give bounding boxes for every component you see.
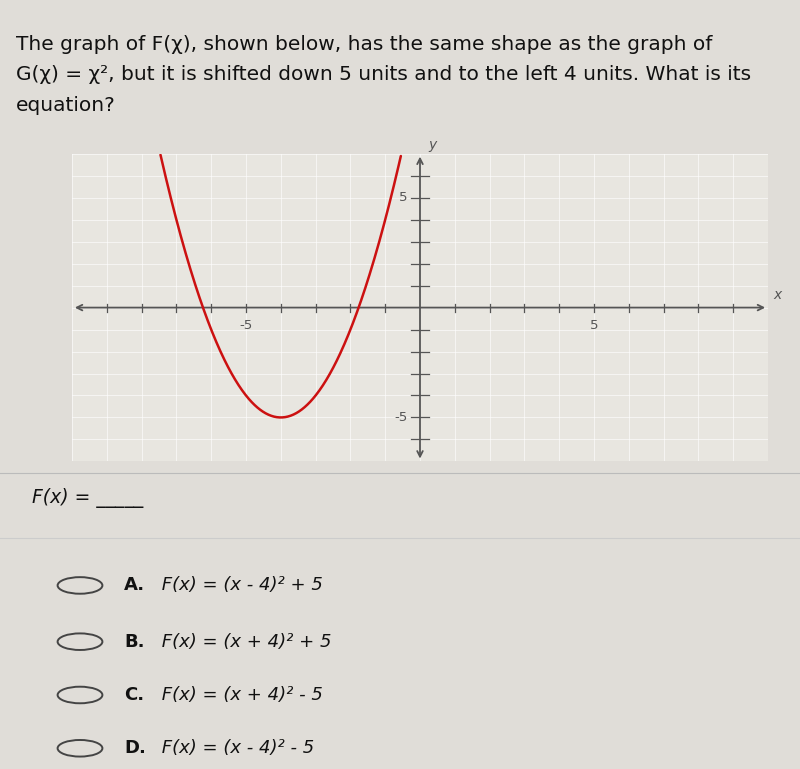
Text: G(χ) = χ², but it is shifted down 5 units and to the left 4 units. What is its: G(χ) = χ², but it is shifted down 5 unit…: [16, 65, 751, 85]
Text: F(x) = (x - 4)² - 5: F(x) = (x - 4)² - 5: [156, 739, 314, 757]
Text: -5: -5: [394, 411, 408, 424]
Text: The graph of F(χ), shown below, has the same shape as the graph of: The graph of F(χ), shown below, has the …: [16, 35, 712, 54]
Text: F(x) = (x + 4)² - 5: F(x) = (x + 4)² - 5: [156, 686, 323, 704]
Text: D.: D.: [124, 739, 146, 757]
Text: y: y: [429, 138, 437, 151]
Text: 5: 5: [399, 191, 408, 205]
Text: C.: C.: [124, 686, 144, 704]
Text: 5: 5: [590, 318, 598, 331]
Text: B.: B.: [124, 633, 145, 651]
Text: -5: -5: [239, 318, 253, 331]
Text: x: x: [774, 288, 782, 302]
Text: F(x) = (x - 4)² + 5: F(x) = (x - 4)² + 5: [156, 577, 323, 594]
Text: equation?: equation?: [16, 96, 116, 115]
Text: A.: A.: [124, 577, 145, 594]
Text: F(x) = (x + 4)² + 5: F(x) = (x + 4)² + 5: [156, 633, 331, 651]
Text: F(x) = _____: F(x) = _____: [32, 488, 143, 508]
